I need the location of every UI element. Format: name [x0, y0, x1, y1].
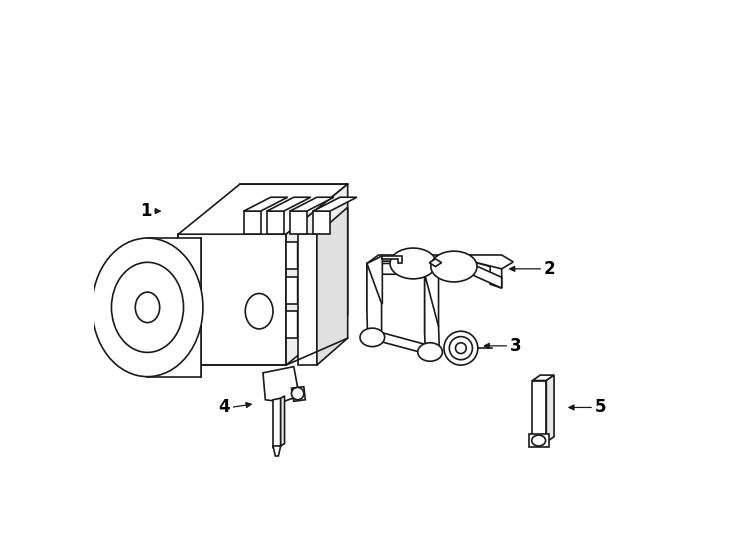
Ellipse shape — [390, 248, 436, 279]
Polygon shape — [425, 267, 438, 334]
Polygon shape — [286, 311, 297, 338]
Ellipse shape — [291, 387, 304, 400]
Polygon shape — [532, 375, 554, 381]
Polygon shape — [367, 264, 382, 340]
Polygon shape — [290, 211, 307, 234]
Ellipse shape — [449, 336, 473, 360]
Polygon shape — [148, 238, 201, 377]
Polygon shape — [297, 296, 328, 338]
Polygon shape — [291, 387, 305, 401]
Polygon shape — [178, 234, 286, 365]
Polygon shape — [528, 434, 550, 448]
Polygon shape — [382, 256, 401, 264]
Polygon shape — [313, 211, 330, 234]
Text: 1: 1 — [140, 202, 152, 220]
Polygon shape — [178, 184, 348, 234]
Polygon shape — [297, 226, 328, 269]
Polygon shape — [267, 197, 310, 211]
Polygon shape — [286, 184, 348, 365]
Ellipse shape — [418, 343, 443, 361]
Polygon shape — [286, 242, 297, 269]
Polygon shape — [280, 396, 285, 446]
Polygon shape — [532, 381, 546, 442]
Polygon shape — [367, 256, 382, 311]
Polygon shape — [286, 276, 297, 303]
Polygon shape — [273, 446, 280, 456]
Ellipse shape — [444, 331, 478, 365]
Polygon shape — [317, 207, 348, 365]
Ellipse shape — [245, 294, 273, 329]
Polygon shape — [244, 197, 288, 211]
Ellipse shape — [531, 435, 545, 446]
Polygon shape — [263, 367, 299, 402]
Ellipse shape — [431, 251, 477, 282]
Text: 4: 4 — [219, 399, 230, 416]
Ellipse shape — [92, 238, 203, 377]
Polygon shape — [313, 197, 357, 211]
Text: 3: 3 — [509, 337, 521, 355]
Polygon shape — [244, 211, 261, 234]
Polygon shape — [471, 255, 513, 269]
Ellipse shape — [360, 328, 385, 347]
Polygon shape — [273, 398, 280, 448]
Polygon shape — [425, 274, 440, 356]
Polygon shape — [367, 264, 501, 288]
Polygon shape — [297, 261, 328, 303]
Text: 5: 5 — [595, 399, 606, 416]
Ellipse shape — [456, 343, 466, 354]
Polygon shape — [429, 259, 442, 267]
Polygon shape — [546, 375, 554, 442]
Polygon shape — [367, 255, 501, 288]
Polygon shape — [297, 234, 317, 365]
Polygon shape — [290, 197, 334, 211]
Ellipse shape — [135, 292, 160, 322]
Ellipse shape — [112, 262, 184, 353]
Text: 2: 2 — [544, 260, 555, 278]
Polygon shape — [267, 211, 284, 234]
